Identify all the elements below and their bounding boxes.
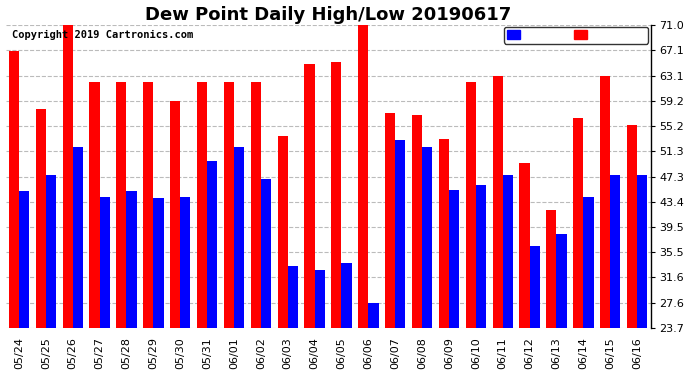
Bar: [197, 82, 207, 328]
Bar: [224, 82, 234, 328]
Bar: [439, 139, 449, 328]
Legend: Low  (°F), High  (°F): Low (°F), High (°F): [504, 27, 649, 44]
Bar: [385, 113, 395, 328]
Bar: [546, 210, 556, 328]
Bar: [250, 82, 261, 328]
Bar: [610, 176, 620, 328]
Bar: [600, 76, 610, 328]
Bar: [153, 198, 164, 328]
Bar: [143, 82, 153, 328]
Bar: [573, 118, 583, 328]
Bar: [72, 147, 83, 328]
Bar: [46, 176, 56, 328]
Bar: [583, 197, 593, 328]
Bar: [288, 266, 298, 328]
Title: Dew Point Daily High/Low 20190617: Dew Point Daily High/Low 20190617: [145, 6, 511, 24]
Bar: [180, 197, 190, 328]
Bar: [422, 147, 433, 328]
Bar: [234, 147, 244, 328]
Bar: [627, 125, 637, 328]
Bar: [466, 82, 476, 328]
Bar: [99, 197, 110, 328]
Bar: [449, 189, 460, 328]
Bar: [493, 76, 503, 328]
Text: Copyright 2019 Cartronics.com: Copyright 2019 Cartronics.com: [12, 30, 193, 40]
Bar: [117, 82, 126, 328]
Bar: [476, 185, 486, 328]
Bar: [63, 18, 72, 328]
Bar: [358, 25, 368, 328]
Bar: [36, 109, 46, 328]
Bar: [207, 161, 217, 328]
Bar: [412, 115, 422, 328]
Bar: [277, 136, 288, 328]
Bar: [9, 51, 19, 328]
Bar: [342, 263, 352, 328]
Bar: [503, 176, 513, 328]
Bar: [556, 234, 566, 328]
Bar: [331, 62, 342, 328]
Bar: [170, 100, 180, 328]
Bar: [304, 64, 315, 328]
Bar: [520, 163, 530, 328]
Bar: [395, 140, 406, 328]
Bar: [19, 192, 29, 328]
Bar: [530, 246, 540, 328]
Bar: [126, 192, 137, 328]
Bar: [261, 179, 271, 328]
Bar: [315, 270, 325, 328]
Bar: [368, 303, 379, 328]
Bar: [637, 176, 647, 328]
Bar: [90, 82, 99, 328]
